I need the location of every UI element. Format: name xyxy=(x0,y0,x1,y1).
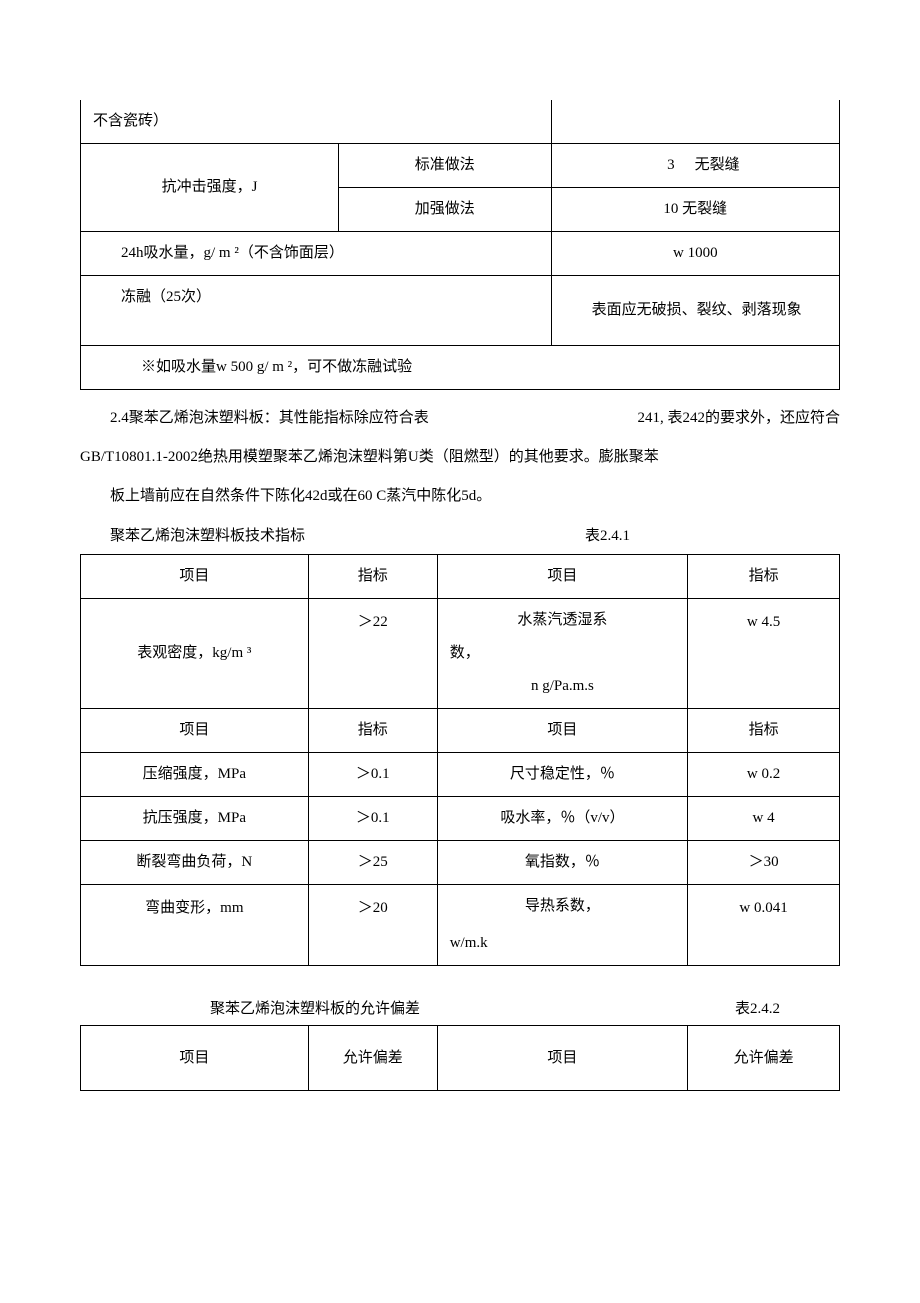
cell-reinforced-method: 加强做法 xyxy=(339,188,552,232)
t2-r5c1: 断裂弯曲负荷，N xyxy=(81,841,309,885)
t2-r1c3-l2: 数， xyxy=(450,640,675,673)
t2-r4c1: 抗压强度，MPa xyxy=(81,797,309,841)
t2-r4c3: 吸水率，％（v/v） xyxy=(437,797,687,841)
t2-r1c3: 水蒸汽透湿系 数， n g/Pa.m.s xyxy=(437,599,687,709)
para-gb: GB/T10801.1-2002绝热用模塑聚苯乙烯泡沫塑料第U类（阻燃型）的其他… xyxy=(80,441,840,474)
t2-r1c3-l1: 水蒸汽透湿系 xyxy=(450,607,675,640)
t2-r2c4: 指标 xyxy=(688,709,840,753)
t2-r6c3-l2: w/m.k xyxy=(450,930,675,957)
t2-r5c3: 氧指数，％ xyxy=(437,841,687,885)
val-3: 3 xyxy=(651,152,691,179)
t2-r5c4: ＞30 xyxy=(688,841,840,885)
t2-h2: 指标 xyxy=(308,555,437,599)
t2-r3c3: 尺寸稳定性，％ xyxy=(437,753,687,797)
t3-h2: 允许偏差 xyxy=(308,1026,437,1091)
t2-r3c2: ＞0.1 xyxy=(308,753,437,797)
t2-r5c2: ＞25 xyxy=(308,841,437,885)
t2-r3c1: 压缩强度，MPa xyxy=(81,753,309,797)
t2-r1c1: 表观密度，kg/m ³ xyxy=(81,599,309,709)
t2-r6c3-l1: 导热系数， xyxy=(450,893,675,930)
t2-r1c4: w 4.5 xyxy=(688,599,840,709)
caption-242-left: 聚苯乙烯泡沫塑料板的允许偏差 xyxy=(210,996,420,1023)
val-nocrack: 无裂缝 xyxy=(695,157,740,173)
t3-h3: 项目 xyxy=(437,1026,687,1091)
cell-impact-strength: 抗冲击强度，J xyxy=(81,144,339,232)
cell-no-tile: 不含瓷砖） xyxy=(81,100,552,144)
t2-r6c3: 导热系数， w/m.k xyxy=(437,885,687,966)
para-2-4-b: 241, 表242的要求外，还应符合 xyxy=(637,402,840,435)
t2-r2c2: 指标 xyxy=(308,709,437,753)
caption-table-242: 聚苯乙烯泡沫塑料板的允许偏差 表2.4.2 xyxy=(80,996,840,1023)
caption-241-right: 表2.4.1 xyxy=(585,523,630,550)
cell-freeze-thaw-val: 表面应无破损、裂纹、剥落现象 xyxy=(551,276,839,346)
table-eps-spec: 项目 指标 项目 指标 表观密度，kg/m ³ ＞22 水蒸汽透湿系 数， n … xyxy=(80,554,840,966)
t2-h4: 指标 xyxy=(688,555,840,599)
t3-h4: 允许偏差 xyxy=(688,1026,840,1091)
cell-impact-val-rein: 10 无裂缝 xyxy=(551,188,839,232)
caption-table-241: 聚苯乙烯泡沫塑料板技术指标 表2.4.1 xyxy=(110,523,810,550)
t2-r4c4: w 4 xyxy=(688,797,840,841)
t2-r2c3: 项目 xyxy=(437,709,687,753)
caption-242-right: 表2.4.2 xyxy=(735,996,780,1023)
t2-r6c2: ＞20 xyxy=(308,885,437,966)
cell-empty xyxy=(551,100,839,144)
cell-freeze-thaw: 冻融（25次） xyxy=(81,276,552,346)
cell-24h-val: w 1000 xyxy=(551,232,839,276)
t2-r6c1: 弯曲变形，mm xyxy=(81,885,309,966)
para-2-4: 2.4聚苯乙烯泡沫塑料板：其性能指标除应符合表 241, 表242的要求外，还应… xyxy=(80,402,840,435)
t2-r1c3-l3: n g/Pa.m.s xyxy=(450,673,675,700)
t2-r3c4: w 0.2 xyxy=(688,753,840,797)
cell-24h-absorption: 24h吸水量，g/ m ²（不含饰面层） xyxy=(81,232,552,276)
cell-standard-method: 标准做法 xyxy=(339,144,552,188)
cell-note: ※如吸水量w 500 g/ m ²，可不做冻融试验 xyxy=(81,346,840,390)
para-2-4-a: 2.4聚苯乙烯泡沫塑料板：其性能指标除应符合表 xyxy=(110,402,429,435)
t2-r2c1: 项目 xyxy=(81,709,309,753)
cell-impact-val-std: 3 无裂缝 xyxy=(551,144,839,188)
caption-241-left: 聚苯乙烯泡沫塑料板技术指标 xyxy=(110,523,305,550)
t2-h1: 项目 xyxy=(81,555,309,599)
table-system-performance: 不含瓷砖） 抗冲击强度，J 标准做法 3 无裂缝 加强做法 10 无裂缝 24h… xyxy=(80,100,840,390)
t2-h3: 项目 xyxy=(437,555,687,599)
t2-r4c2: ＞0.1 xyxy=(308,797,437,841)
para-aging: 板上墙前应在自然条件下陈化42d或在60 C蒸汽中陈化5d。 xyxy=(80,480,840,513)
t2-r6c4: w 0.041 xyxy=(688,885,840,966)
table-eps-tolerance: 项目 允许偏差 项目 允许偏差 xyxy=(80,1025,840,1091)
t2-r1c2: ＞22 xyxy=(308,599,437,709)
t3-h1: 项目 xyxy=(81,1026,309,1091)
